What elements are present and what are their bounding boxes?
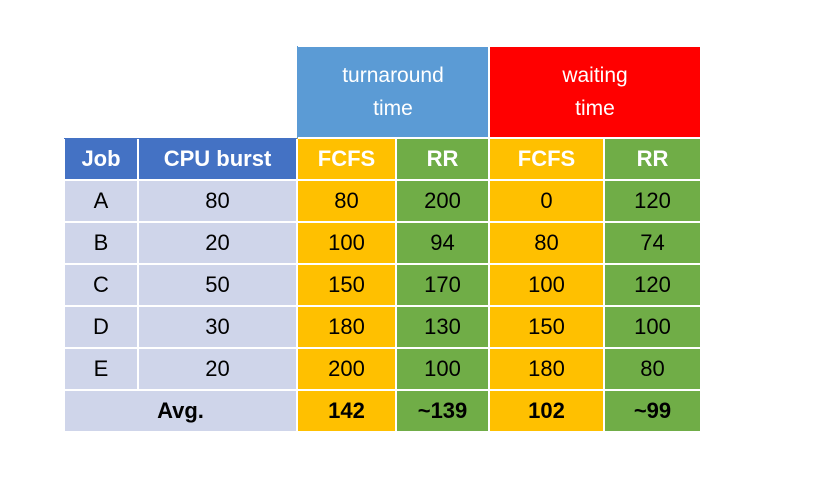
waiting-rr-cell: 120 [603, 179, 702, 223]
job-cell: E [63, 347, 139, 391]
table-row: A 80 80 200 0 120 [63, 179, 702, 223]
job-cell: A [63, 179, 139, 223]
cpu-burst-cell: 80 [137, 179, 298, 223]
turnaround-time-header: turnaround time [296, 45, 490, 139]
average-row: Avg. 142 ~139 102 ~99 [63, 389, 702, 433]
cpu-burst-cell: 20 [137, 347, 298, 391]
cpu-burst-column-header: CPU burst [137, 137, 298, 181]
waiting-rr-cell: 100 [603, 305, 702, 349]
group-header-row: turnaround time waiting time [64, 45, 702, 139]
turnaround-rr-cell: 130 [395, 305, 490, 349]
job-column-header: Job [63, 137, 139, 181]
turnaround-header-line1: turnaround [342, 64, 444, 87]
turnaround-rr-cell: 200 [395, 179, 490, 223]
turnaround-rr-cell: 100 [395, 347, 490, 391]
average-label: Avg. [63, 389, 298, 433]
waiting-fcfs-column-header: FCFS [488, 137, 605, 181]
cpu-burst-cell: 30 [137, 305, 298, 349]
table-row: C 50 150 170 100 120 [63, 263, 702, 307]
job-cell: D [63, 305, 139, 349]
waiting-rr-cell: 80 [603, 347, 702, 391]
scheduling-comparison-table: turnaround time waiting time Job CPU bur… [63, 45, 702, 433]
turnaround-fcfs-cell: 150 [296, 263, 397, 307]
table-row: B 20 100 94 80 74 [63, 221, 702, 265]
waiting-time-header: waiting time [488, 45, 702, 139]
turnaround-rr-column-header: RR [395, 137, 490, 181]
average-waiting-rr: ~99 [603, 389, 702, 433]
turnaround-fcfs-cell: 80 [296, 179, 397, 223]
waiting-fcfs-cell: 80 [488, 221, 605, 265]
job-cell: C [63, 263, 139, 307]
waiting-header-line1: waiting [562, 64, 628, 87]
turnaround-rr-cell: 170 [395, 263, 490, 307]
cpu-burst-cell: 20 [137, 221, 298, 265]
waiting-rr-cell: 120 [603, 263, 702, 307]
waiting-fcfs-cell: 150 [488, 305, 605, 349]
table-row: D 30 180 130 150 100 [63, 305, 702, 349]
turnaround-fcfs-cell: 180 [296, 305, 397, 349]
waiting-fcfs-cell: 100 [488, 263, 605, 307]
turnaround-fcfs-column-header: FCFS [296, 137, 397, 181]
table-row: E 20 200 100 180 80 [63, 347, 702, 391]
column-header-row: Job CPU burst FCFS RR FCFS RR [63, 137, 702, 181]
waiting-header-line2: time [575, 97, 615, 120]
waiting-rr-column-header: RR [603, 137, 702, 181]
turnaround-header-line2: time [373, 97, 413, 120]
empty-corner [64, 46, 138, 138]
waiting-rr-cell: 74 [603, 221, 702, 265]
job-cell: B [63, 221, 139, 265]
waiting-fcfs-cell: 180 [488, 347, 605, 391]
turnaround-rr-cell: 94 [395, 221, 490, 265]
average-waiting-fcfs: 102 [488, 389, 605, 433]
cpu-burst-cell: 50 [137, 263, 298, 307]
turnaround-fcfs-cell: 100 [296, 221, 397, 265]
average-turnaround-rr: ~139 [395, 389, 490, 433]
empty-corner [138, 46, 297, 138]
waiting-fcfs-cell: 0 [488, 179, 605, 223]
turnaround-fcfs-cell: 200 [296, 347, 397, 391]
average-turnaround-fcfs: 142 [296, 389, 397, 433]
